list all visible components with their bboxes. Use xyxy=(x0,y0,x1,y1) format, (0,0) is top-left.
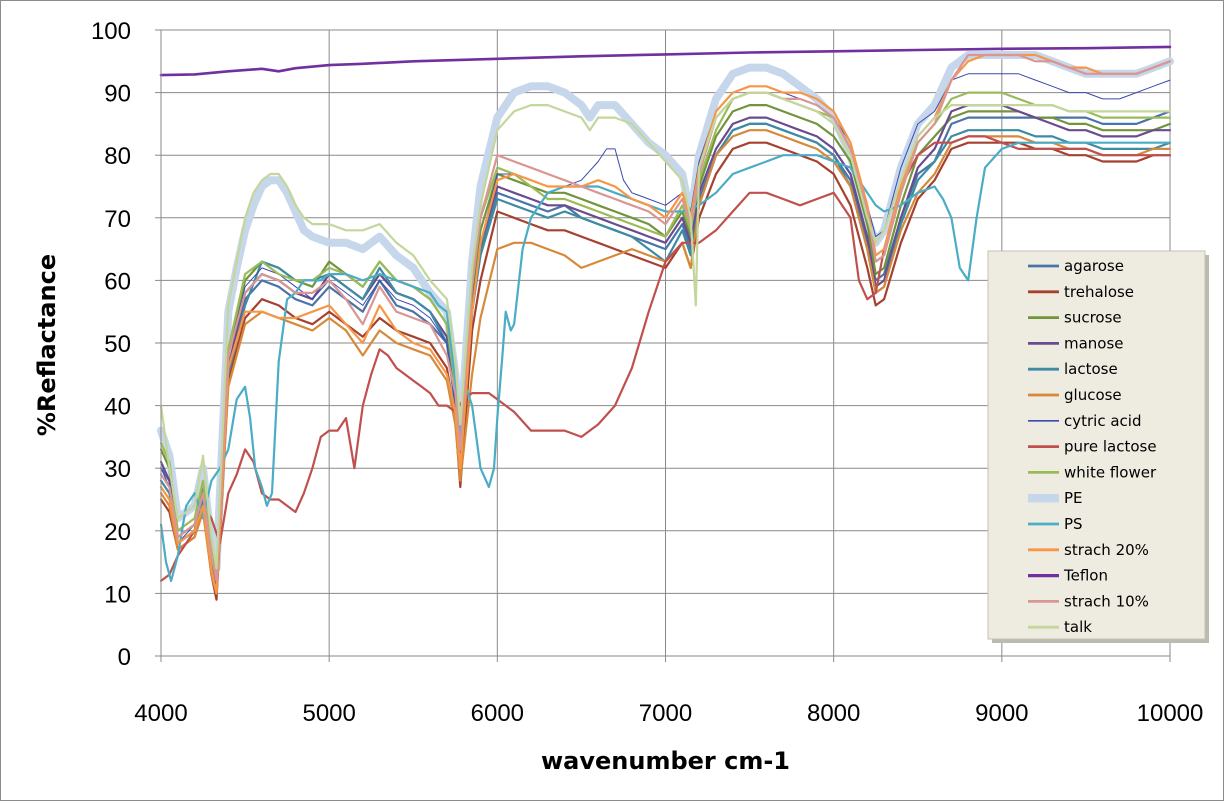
y-tick-label: 0 xyxy=(118,644,131,671)
series-line-cytric-acid xyxy=(160,73,1171,588)
y-tick-label: 10 xyxy=(104,581,131,608)
y-tick-label: 20 xyxy=(104,519,131,546)
legend-label: trehalose xyxy=(1064,283,1134,301)
x-tick-label: 9000 xyxy=(975,700,1028,727)
legend: agarose trehalose sucrose manose lactose gluc… xyxy=(987,250,1209,643)
legend-box xyxy=(987,250,1206,640)
series-line-talk xyxy=(159,91,1172,570)
x-tick-label: 5000 xyxy=(302,700,355,727)
legend-label: white flower xyxy=(1064,463,1157,481)
legend-label: Teflon xyxy=(1063,567,1108,585)
x-axis-title: wavenumber cm-1 xyxy=(541,747,790,775)
series-line-pe xyxy=(157,51,1174,573)
series-line-pure-lactose xyxy=(159,135,1172,583)
legend-label: cytric acid xyxy=(1064,412,1141,430)
legend-label: glucose xyxy=(1064,386,1122,404)
legend-label: strach 10% xyxy=(1064,592,1149,610)
y-tick-label: 40 xyxy=(104,394,131,421)
series-lines xyxy=(157,45,1174,601)
y-tick-label: 30 xyxy=(104,456,131,483)
y-axis-title: %Reflactance xyxy=(33,254,61,436)
series-line-ps xyxy=(159,141,1172,583)
y-tick-label: 50 xyxy=(104,331,131,358)
legend-label: PS xyxy=(1064,515,1083,533)
series-line-teflon xyxy=(159,45,1172,77)
legend-label: talk xyxy=(1064,618,1092,636)
y-tick-label: 60 xyxy=(104,268,131,295)
series-line-trehalose xyxy=(159,141,1172,601)
legend-label: manose xyxy=(1064,334,1124,352)
series-line-strach-20- xyxy=(159,53,1172,595)
legend-items: agarose trehalose sucrose manose lactose gluc… xyxy=(1028,257,1157,636)
series-line-strach-10- xyxy=(159,53,1172,583)
x-tick-label: 4000 xyxy=(134,700,187,727)
series-line-white-flower xyxy=(159,91,1172,576)
y-tick-label: 70 xyxy=(104,206,131,233)
y-tick-label: 100 xyxy=(91,18,131,45)
x-tick-label: 6000 xyxy=(471,700,524,727)
x-tick-label: 7000 xyxy=(639,700,692,727)
legend-label: sucrose xyxy=(1064,309,1122,327)
legend-label: PE xyxy=(1064,489,1083,507)
tick-labels: 0 10 20 30 40 50 60 70 80 90 100 4000 5000 6000 7000 80… xyxy=(91,18,1203,727)
y-tick-label: 90 xyxy=(104,81,131,108)
y-tick-label: 80 xyxy=(104,143,131,170)
series-line-sucrose xyxy=(159,103,1172,583)
legend-label: agarose xyxy=(1064,257,1124,275)
x-tick-label: 10000 xyxy=(1137,700,1204,727)
legend-label: lactose xyxy=(1064,360,1118,378)
legend-label: strach 20% xyxy=(1064,541,1149,559)
legend-label: pure lactose xyxy=(1064,438,1157,456)
x-tick-label: 8000 xyxy=(807,700,860,727)
axes xyxy=(160,30,1170,657)
series-line-agarose xyxy=(159,110,1172,589)
